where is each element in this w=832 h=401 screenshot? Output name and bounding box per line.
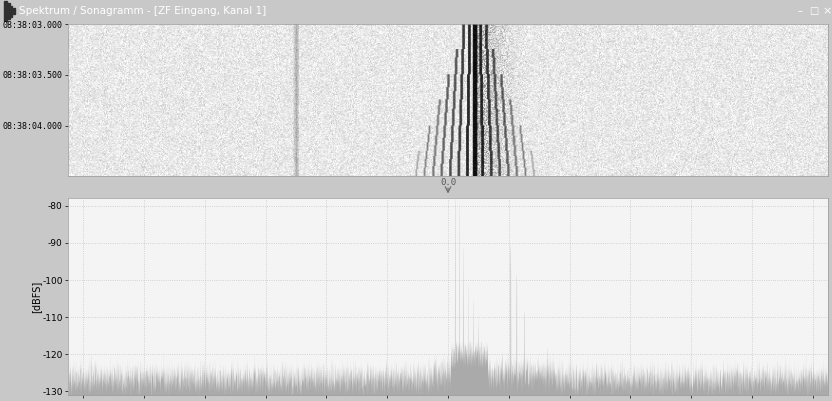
Bar	[13, 8, 15, 14]
Text: Spektrum / Sonagramm - [ZF Eingang, Kanal 1]: Spektrum / Sonagramm - [ZF Eingang, Kana…	[19, 6, 266, 16]
Bar	[4, 1, 7, 21]
Y-axis label: [dBFS]: [dBFS]	[31, 281, 41, 313]
Text: 0.0: 0.0	[440, 178, 456, 186]
Bar	[7, 3, 10, 19]
Text: –: –	[798, 6, 803, 16]
Text: ×: ×	[822, 6, 832, 16]
Text: □: □	[809, 6, 819, 16]
Bar	[11, 6, 12, 16]
